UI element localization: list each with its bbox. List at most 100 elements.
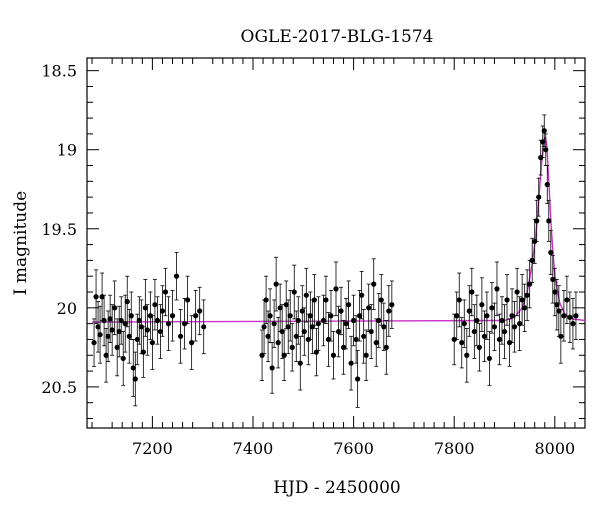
point-marker <box>144 327 150 333</box>
point-marker <box>311 297 317 303</box>
chart-title: OGLE-2017-BLG-1574 <box>241 27 434 47</box>
point-marker <box>303 292 309 298</box>
point-marker <box>371 281 377 287</box>
data-point <box>93 269 99 325</box>
point-marker <box>154 317 161 324</box>
point-marker <box>456 297 462 303</box>
data-point <box>91 318 97 367</box>
data-point <box>519 274 525 326</box>
data-point <box>295 296 301 345</box>
point-marker <box>147 313 153 319</box>
data-point <box>107 294 113 344</box>
data-point <box>544 165 550 204</box>
point-marker <box>486 355 493 362</box>
y-tick-label: 20.5 <box>41 378 77 397</box>
point-marker <box>275 340 281 346</box>
data-point <box>351 294 357 347</box>
point-marker <box>363 352 369 358</box>
point-marker <box>283 302 289 308</box>
point-marker <box>265 333 271 339</box>
data-point <box>489 282 495 334</box>
point-marker <box>107 316 113 322</box>
x-tick-label: 8000 <box>534 439 575 458</box>
data-point <box>471 304 477 359</box>
data-point <box>109 304 115 356</box>
point-marker <box>471 328 477 335</box>
point-marker <box>295 317 301 324</box>
point-marker <box>173 273 180 279</box>
data-point <box>303 267 309 323</box>
data-point <box>386 285 392 337</box>
data-point <box>173 252 180 301</box>
data-point <box>311 274 317 326</box>
point-marker <box>197 308 203 314</box>
point-marker <box>136 317 142 324</box>
point-marker <box>550 276 556 282</box>
data-point <box>315 296 321 351</box>
point-marker <box>469 289 475 295</box>
data-point <box>118 296 124 345</box>
data-point <box>570 297 576 350</box>
point-marker <box>541 128 547 134</box>
point-marker <box>564 297 570 303</box>
data-point <box>357 290 363 342</box>
point-marker <box>269 365 275 371</box>
point-marker <box>193 313 199 319</box>
point-marker <box>552 289 558 295</box>
point-marker <box>373 340 379 346</box>
data-point <box>307 291 313 340</box>
data-point <box>501 304 508 359</box>
point-marker <box>130 365 136 371</box>
data-point <box>95 301 101 353</box>
data-point <box>359 271 365 320</box>
data-point <box>297 335 303 391</box>
point-marker <box>522 305 528 311</box>
y-tick-label: 19 <box>57 141 77 160</box>
point-marker <box>293 333 299 339</box>
data-point <box>504 274 510 326</box>
data-point <box>363 329 369 381</box>
data-point <box>335 305 342 358</box>
plot-area <box>86 57 586 429</box>
data-point <box>543 133 549 166</box>
data-point <box>328 290 334 342</box>
data-point <box>189 315 195 370</box>
point-marker <box>570 321 576 327</box>
point-marker <box>281 352 287 358</box>
data-point <box>273 256 279 312</box>
point-marker <box>504 297 510 303</box>
data-points-layer <box>91 114 579 408</box>
data-point <box>283 280 289 329</box>
data-point <box>154 296 161 345</box>
data-point <box>265 310 271 362</box>
data-point <box>267 288 273 344</box>
point-marker <box>538 155 544 161</box>
data-point <box>496 313 503 366</box>
data-point <box>532 218 538 264</box>
data-point <box>514 267 520 317</box>
data-point <box>548 229 554 276</box>
data-point <box>269 342 275 394</box>
point-marker <box>291 289 297 295</box>
point-marker <box>95 324 101 330</box>
point-marker <box>285 324 291 330</box>
x-tick-label: 7600 <box>333 439 374 458</box>
point-marker <box>328 313 334 319</box>
data-point <box>162 267 169 317</box>
data-point <box>299 285 305 337</box>
point-marker <box>124 298 130 305</box>
point-marker <box>122 321 128 327</box>
data-point <box>371 258 377 310</box>
data-point <box>136 296 142 345</box>
data-point <box>366 283 372 332</box>
point-marker <box>323 297 329 303</box>
point-marker <box>389 302 395 308</box>
point-marker <box>357 313 363 319</box>
data-point <box>275 316 281 369</box>
point-marker <box>157 328 164 335</box>
point-marker <box>333 286 339 292</box>
point-marker <box>461 321 467 327</box>
point-marker <box>138 324 144 330</box>
data-point <box>142 278 148 337</box>
point-marker <box>201 324 207 330</box>
